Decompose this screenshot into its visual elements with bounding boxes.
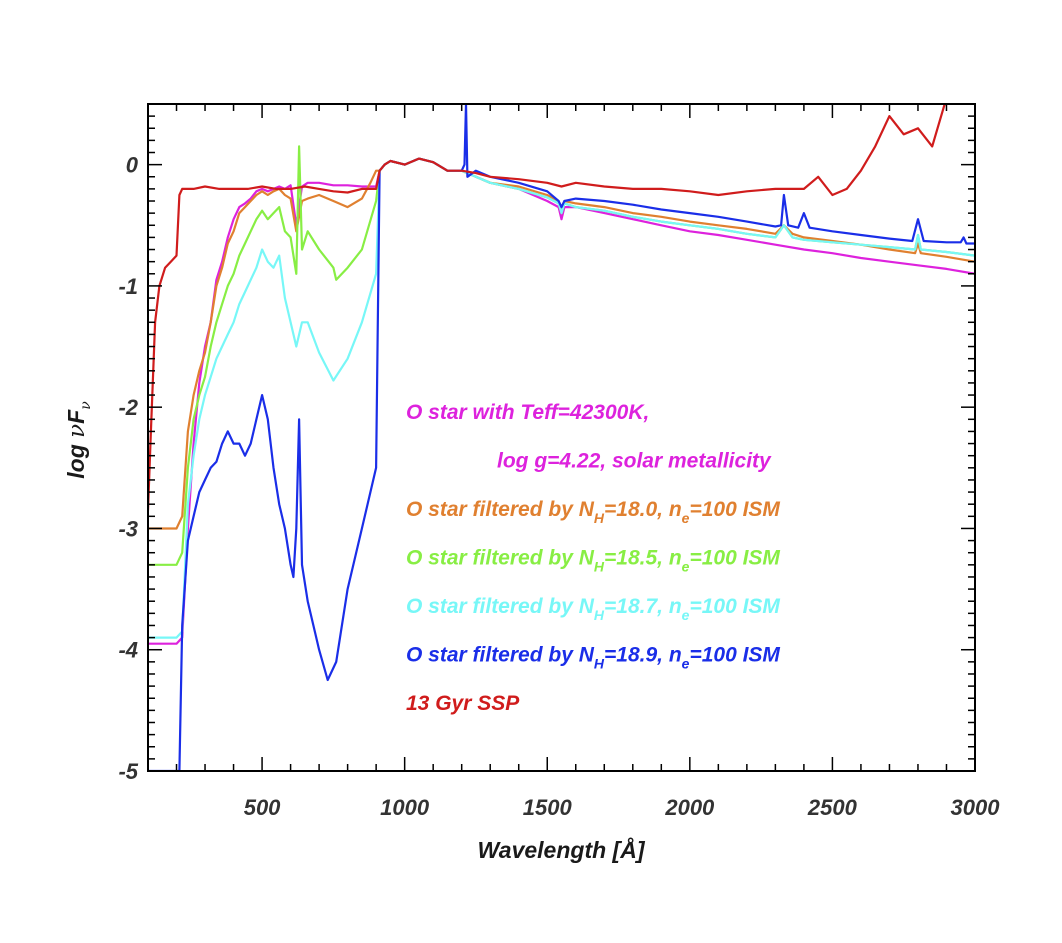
series-line-5 (148, 104, 975, 771)
legend-entry-2: log g=4.22, solar metallicity (497, 450, 772, 473)
series-layer (148, 104, 975, 771)
y-axis-title: log νFν (63, 401, 94, 479)
x-tick-labels: 500 1000 1500 2000 2500 3000 (244, 795, 1001, 820)
series-line-6 (148, 104, 946, 511)
y-axis-title-sub: ν (78, 401, 94, 410)
x-tick-label: 1000 (380, 795, 430, 820)
y-tick-label: 0 (126, 153, 139, 178)
legend-entry-4: O star filtered by NH=18.5, ne=100 ISM (406, 547, 780, 575)
y-axis-title-f: F (63, 409, 89, 424)
legend-entry-6: O star filtered by NH=18.9, ne=100 ISM (406, 644, 780, 672)
x-tick-label: 2000 (664, 795, 715, 820)
legend-entry-5: O star filtered by NH=18.7, ne=100 ISM (406, 595, 780, 623)
x-tick-label: 2500 (807, 795, 858, 820)
y-tick-labels: 0 -1 -2 -3 -4 -5 (118, 153, 138, 784)
y-tick-label: -3 (118, 516, 138, 541)
plot-frame (147, 103, 976, 772)
legend-entry-1: O star with Teff=42300K, (406, 401, 649, 424)
x-axis-title: Wavelength [Å] (478, 837, 646, 863)
y-axis-title-nu: ν (64, 424, 90, 438)
y-axis-title-log: log (63, 438, 89, 479)
x-tick-label: 500 (244, 795, 281, 820)
x-tick-label: 3000 (951, 795, 1001, 820)
legend: O star with Teff=42300K, log g=4.22, sola… (406, 401, 780, 715)
y-tick-label: -2 (118, 395, 138, 420)
legend-entry-3: O star filtered by NH=18.0, ne=100 ISM (406, 498, 780, 526)
y-tick-label: -4 (118, 638, 138, 663)
y-tick-label: -1 (118, 274, 138, 299)
x-tick-label: 1500 (523, 795, 573, 820)
legend-entry-7: 13 Gyr SSP (406, 692, 520, 715)
y-tick-label: -5 (118, 759, 138, 784)
axis-ticks (147, 103, 976, 772)
